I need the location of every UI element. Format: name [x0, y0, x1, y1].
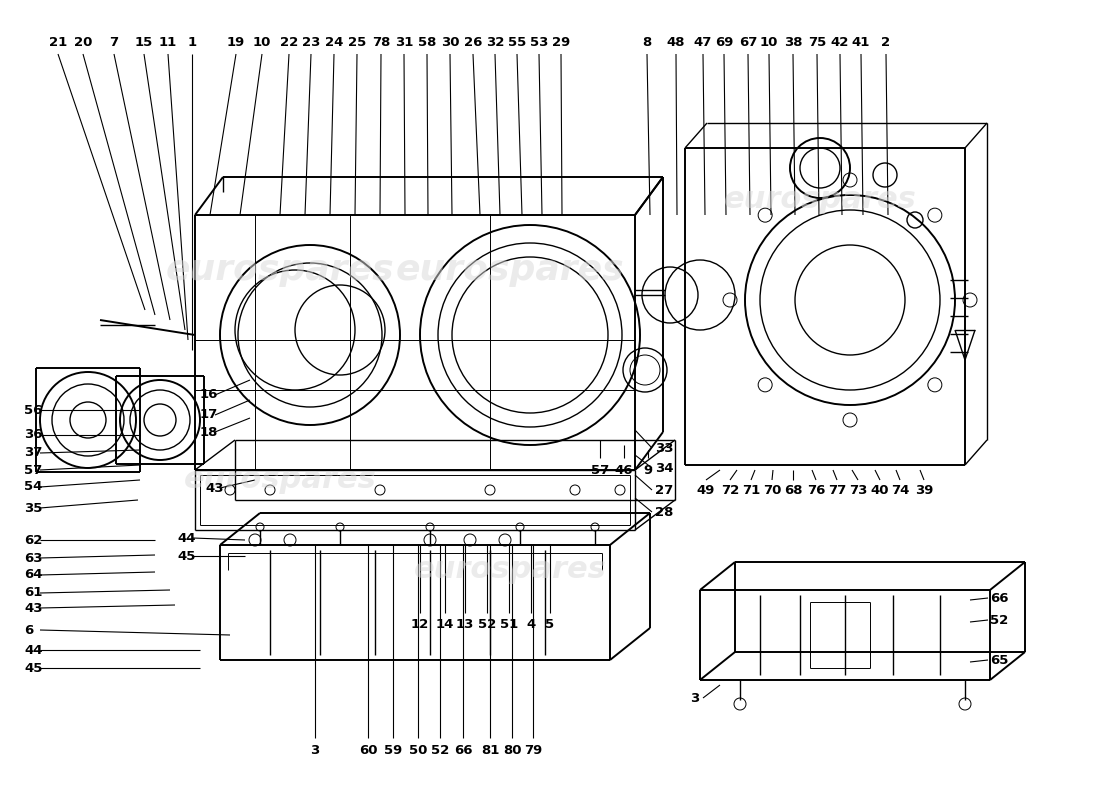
Text: 57: 57 — [24, 463, 42, 477]
Text: 18: 18 — [200, 426, 219, 438]
Text: 14: 14 — [436, 618, 454, 631]
Text: 20: 20 — [74, 35, 92, 49]
Text: 15: 15 — [135, 35, 153, 49]
Text: 1: 1 — [187, 35, 197, 49]
Text: eurospares: eurospares — [414, 555, 606, 585]
Text: 65: 65 — [990, 654, 1009, 666]
Text: 17: 17 — [200, 409, 218, 422]
Text: 79: 79 — [524, 743, 542, 757]
Text: 69: 69 — [715, 35, 734, 49]
Text: 38: 38 — [783, 35, 802, 49]
Text: 68: 68 — [783, 483, 802, 497]
Text: 60: 60 — [359, 743, 377, 757]
Text: 41: 41 — [851, 35, 870, 49]
Text: 31: 31 — [395, 35, 414, 49]
Text: 4: 4 — [527, 618, 536, 631]
Text: 43: 43 — [24, 602, 43, 614]
Text: 56: 56 — [24, 403, 43, 417]
Text: 11: 11 — [158, 35, 177, 49]
Text: 73: 73 — [849, 483, 867, 497]
Text: 34: 34 — [654, 462, 673, 474]
Text: 33: 33 — [654, 442, 673, 454]
Text: 77: 77 — [828, 483, 846, 497]
Text: 42: 42 — [830, 35, 849, 49]
Text: 59: 59 — [384, 743, 403, 757]
Text: 29: 29 — [552, 35, 570, 49]
Text: 67: 67 — [739, 35, 757, 49]
Text: 66: 66 — [990, 591, 1009, 605]
Text: 6: 6 — [24, 623, 33, 637]
Text: 37: 37 — [24, 446, 43, 459]
Text: 53: 53 — [530, 35, 548, 49]
Text: 5: 5 — [546, 618, 554, 631]
Text: 50: 50 — [409, 743, 427, 757]
Text: 81: 81 — [481, 743, 499, 757]
Text: 36: 36 — [24, 429, 43, 442]
Text: 8: 8 — [642, 35, 651, 49]
Text: 70: 70 — [762, 483, 781, 497]
Text: 49: 49 — [696, 483, 715, 497]
Text: 45: 45 — [177, 550, 196, 562]
Text: 3: 3 — [690, 691, 700, 705]
Text: 12: 12 — [411, 618, 429, 631]
Text: 27: 27 — [654, 483, 673, 497]
Polygon shape — [955, 330, 975, 360]
Text: 13: 13 — [455, 618, 474, 631]
Text: 61: 61 — [24, 586, 43, 599]
Text: 75: 75 — [807, 35, 826, 49]
Text: 7: 7 — [109, 35, 119, 49]
Text: 66: 66 — [453, 743, 472, 757]
Text: 21: 21 — [48, 35, 67, 49]
Text: 23: 23 — [301, 35, 320, 49]
Text: 16: 16 — [200, 389, 219, 402]
Text: 58: 58 — [418, 35, 437, 49]
Text: eurospares: eurospares — [184, 466, 376, 494]
Text: 26: 26 — [464, 35, 482, 49]
Text: 72: 72 — [720, 483, 739, 497]
Text: 9: 9 — [644, 463, 652, 477]
Text: 47: 47 — [694, 35, 712, 49]
Text: 45: 45 — [24, 662, 43, 674]
Text: 10: 10 — [760, 35, 778, 49]
Text: 40: 40 — [871, 483, 889, 497]
Text: 44: 44 — [24, 643, 43, 657]
Text: 64: 64 — [24, 569, 43, 582]
Text: 32: 32 — [486, 35, 504, 49]
Text: eurospares: eurospares — [396, 253, 625, 287]
Text: 30: 30 — [441, 35, 460, 49]
Text: 74: 74 — [891, 483, 910, 497]
Text: 3: 3 — [310, 743, 320, 757]
Text: 39: 39 — [915, 483, 933, 497]
Text: 55: 55 — [508, 35, 526, 49]
Text: 71: 71 — [741, 483, 760, 497]
Text: 76: 76 — [806, 483, 825, 497]
Text: 44: 44 — [177, 531, 196, 545]
Text: eurospares: eurospares — [724, 186, 916, 214]
Text: 19: 19 — [227, 35, 245, 49]
Text: 43: 43 — [205, 482, 223, 494]
Text: 62: 62 — [24, 534, 43, 546]
Text: 35: 35 — [24, 502, 43, 514]
Text: 52: 52 — [431, 743, 449, 757]
Text: 54: 54 — [24, 481, 43, 494]
Text: 63: 63 — [24, 551, 43, 565]
Text: 46: 46 — [615, 463, 634, 477]
Text: 52: 52 — [990, 614, 1009, 626]
Text: 22: 22 — [279, 35, 298, 49]
Text: 57: 57 — [591, 463, 609, 477]
Text: 80: 80 — [503, 743, 521, 757]
Text: 52: 52 — [477, 618, 496, 631]
Text: 48: 48 — [667, 35, 685, 49]
Text: 24: 24 — [324, 35, 343, 49]
Text: 2: 2 — [881, 35, 891, 49]
Text: 51: 51 — [499, 618, 518, 631]
Text: eurospares: eurospares — [166, 253, 394, 287]
Text: 25: 25 — [348, 35, 366, 49]
Text: 10: 10 — [253, 35, 272, 49]
Text: 78: 78 — [372, 35, 390, 49]
Text: 28: 28 — [654, 506, 673, 518]
